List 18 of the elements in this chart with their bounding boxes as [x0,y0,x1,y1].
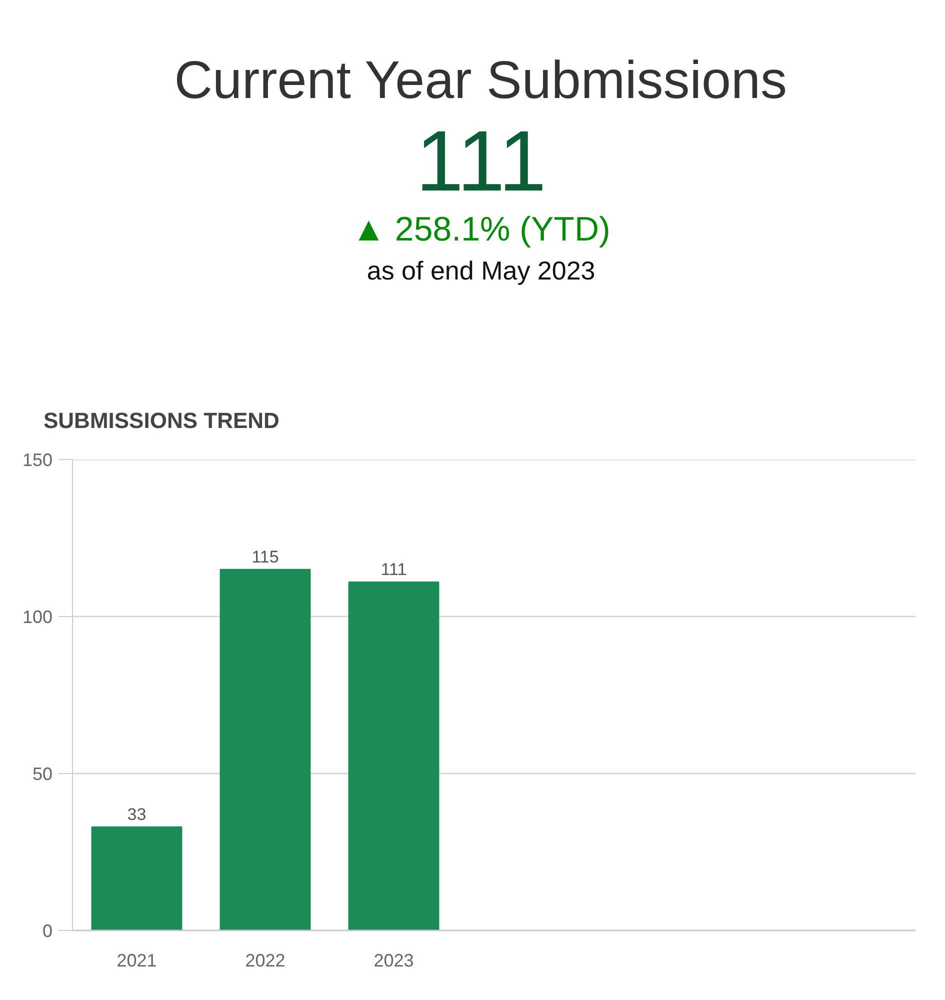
x-tick-label: 2022 [245,950,286,970]
text: as of end May 2023 [366,256,596,286]
data-label: 111 [380,560,407,579]
text: 111 [416,114,546,210]
bar [220,568,311,930]
y-tick-label: 50 [32,764,53,784]
bar [91,826,182,930]
x-tick-label: 2023 [374,950,414,970]
bar [348,581,440,930]
chart-title: SUBMISSIONS TREND [44,408,280,433]
data-label: 115 [252,547,279,566]
x-tick-label: 2021 [116,950,157,970]
y-tick-label: 100 [22,607,53,627]
y-tick-label: 0 [42,921,53,941]
y-tick-label: 150 [22,450,53,470]
data-label: 33 [127,804,146,824]
text: ▲ 258.1% (YTD) [352,210,610,248]
text: Current Year Submissions [174,51,787,110]
